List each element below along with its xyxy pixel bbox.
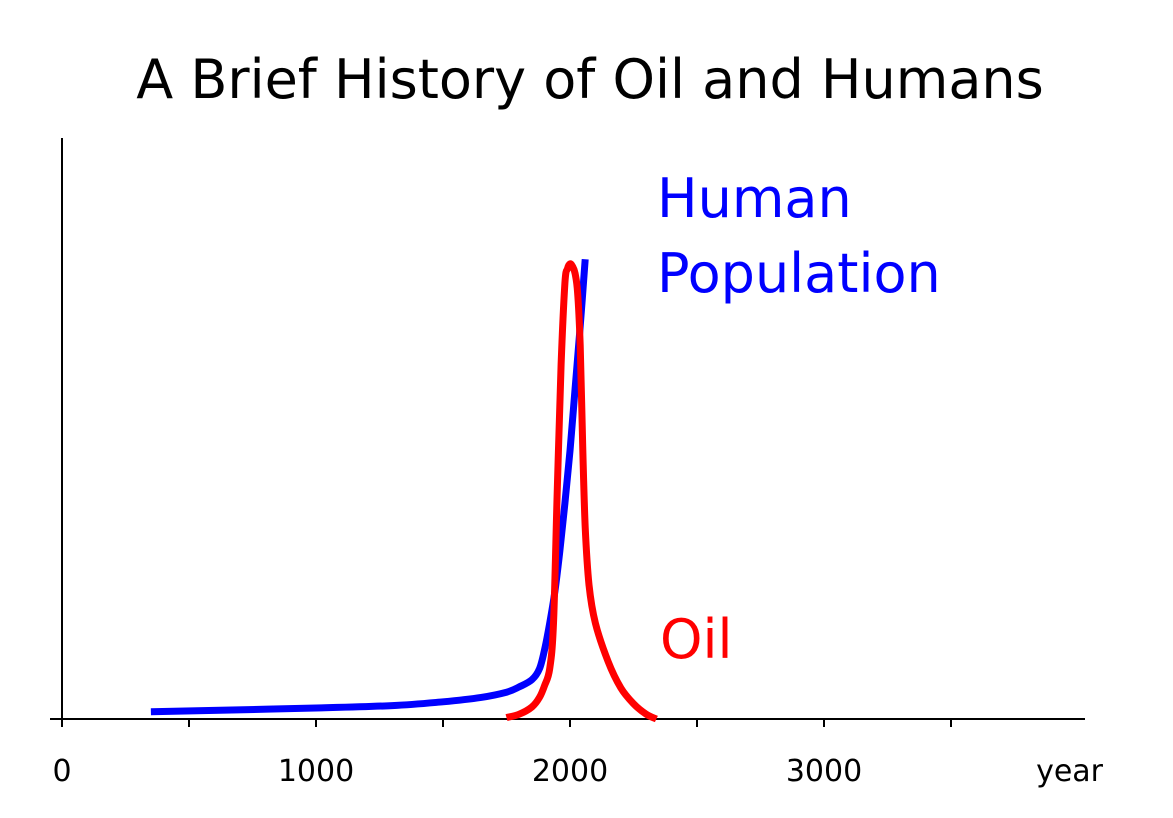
series-label-line: Population [657,242,941,305]
x-tick-label: 2000 [532,754,608,789]
series-group [150,258,658,723]
series-label-line: Oil [660,608,733,671]
x-ticks [61,719,952,727]
chart-title: A Brief History of Oil and Humans [136,48,1044,111]
x-tick-labels: 0 1000 2000 3000 [52,754,862,789]
series-line-human-population [150,258,589,716]
x-tick-label: 3000 [786,754,862,789]
series-label-oil: Oil [660,608,733,671]
plot-area: 0 1000 2000 3000 year Human Population Oil [50,138,1104,789]
series-label-line: Human [657,167,852,230]
series-label-human-population: Human Population [657,167,941,305]
x-tick-label: 0 [52,754,71,789]
x-axis-label: year [1036,754,1104,789]
x-tick-label: 1000 [278,754,354,789]
series-line-oil [505,260,658,723]
